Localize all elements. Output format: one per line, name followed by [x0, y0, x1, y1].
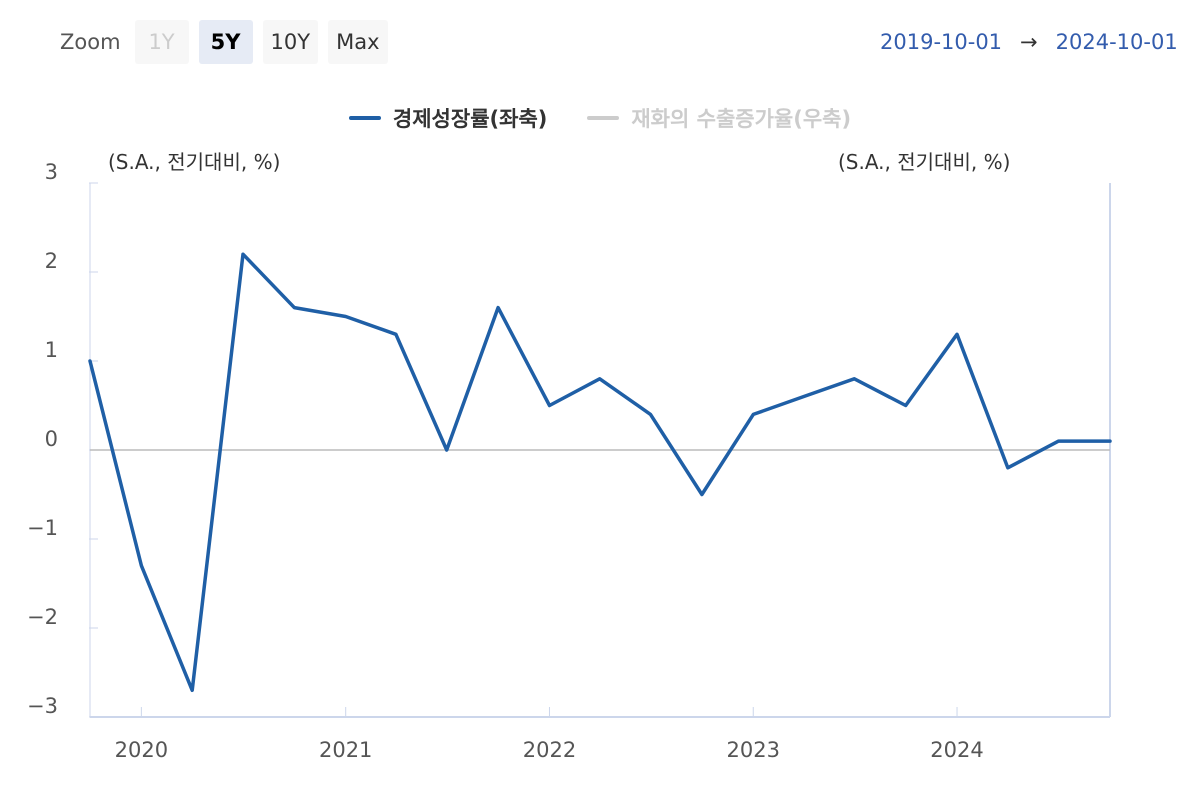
zoom-5y-button[interactable]: 5Y: [198, 20, 253, 64]
legend: 경제성장률(좌축) 재화의 수출증가율(우축): [0, 96, 1200, 140]
legend-item-exports[interactable]: 재화의 수출증가율(우축): [587, 103, 851, 133]
legend-swatch-growth: [348, 116, 381, 120]
zoom-max-button[interactable]: Max: [328, 20, 388, 64]
y-tick-label: −2: [27, 605, 58, 629]
y-left-axis-label: (S.A., 전기대비, %): [108, 150, 281, 174]
data-point-growth: [88, 359, 92, 363]
zoom-1y-button[interactable]: 1Y: [134, 20, 189, 64]
data-point-growth: [445, 448, 449, 452]
y-tick-label: 2: [45, 249, 58, 273]
series-line-growth: [88, 252, 1112, 693]
y-tick-label: 0: [45, 427, 58, 451]
y-tick-label: −3: [27, 694, 58, 718]
y-right-axis-label: (S.A., 전기대비, %): [838, 150, 1011, 174]
x-tick-label: 2021: [319, 738, 372, 762]
data-point-growth: [700, 493, 704, 497]
data-point-growth: [241, 252, 245, 256]
date-range: 2019-10-01 → 2024-10-01: [880, 20, 1200, 64]
data-point-growth: [139, 564, 143, 568]
data-point-growth: [394, 332, 398, 336]
data-point-growth: [955, 332, 959, 336]
data-point-growth: [598, 377, 602, 381]
data-point-growth: [904, 404, 908, 408]
data-point-growth: [751, 412, 755, 416]
data-point-growth: [801, 395, 805, 399]
data-point-growth: [344, 315, 348, 319]
y-tick-label: 1: [45, 338, 58, 362]
range-to[interactable]: 2024-10-01: [1055, 30, 1178, 54]
zoom-10y-button[interactable]: 10Y: [262, 20, 319, 64]
data-point-growth: [292, 306, 296, 310]
legend-label-exports: 재화의 수출증가율(우축): [631, 107, 852, 131]
data-point-growth: [1057, 439, 1061, 443]
data-point-growth: [547, 404, 551, 408]
range-arrow: →: [1020, 30, 1038, 54]
range-from[interactable]: 2019-10-01: [880, 30, 1003, 54]
data-point-growth: [190, 688, 194, 692]
axes: 3 2 1 0 −1 −2 −3 2020 2021 2022 2023 2024: [27, 160, 1111, 762]
y-tick-label: 3: [45, 160, 58, 184]
y-tick-label: −1: [27, 516, 58, 540]
data-point-growth: [496, 306, 500, 310]
marks: [88, 252, 1112, 693]
data-point-growth: [1108, 439, 1112, 443]
x-tick-label: 2024: [930, 738, 983, 762]
legend-item-growth[interactable]: 경제성장률(좌축): [348, 103, 548, 133]
x-tick-label: 2020: [115, 738, 168, 762]
legend-label-growth: 경제성장률(좌축): [392, 107, 548, 131]
data-point-growth: [852, 377, 856, 381]
legend-swatch-exports: [587, 116, 620, 120]
data-point-growth: [649, 412, 653, 416]
zoom-bar: Zoom 1Y 5Y 10Y Max: [60, 20, 388, 64]
x-tick-label: 2022: [523, 738, 576, 762]
zoom-label: Zoom: [60, 30, 121, 54]
data-point-growth: [1006, 466, 1010, 470]
x-tick-label: 2023: [727, 738, 780, 762]
